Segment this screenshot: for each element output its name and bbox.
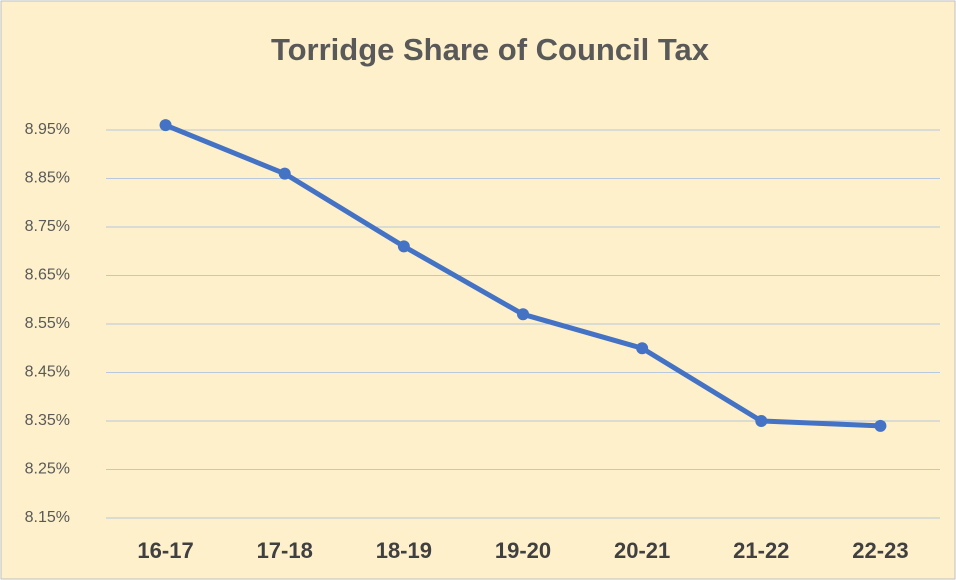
x-tick-label: 21-22 [733,538,789,563]
y-tick-label: 8.15% [25,509,70,526]
point [517,308,529,321]
chart-title: Torridge Share of Council Tax [271,32,710,67]
x-tick-label: 18-19 [376,538,432,563]
y-tick-label: 8.35% [25,412,70,429]
x-tick-label: 19-20 [495,538,551,563]
point [636,342,649,355]
x-tick-label: 20-21 [614,538,670,563]
x-tick-label: 22-23 [852,538,908,563]
x-tick-label: 16-17 [137,538,193,563]
point [278,167,291,180]
point [755,415,768,427]
y-tick-label: 8.45% [25,364,70,381]
y-tick-label: 8.85% [25,170,70,187]
y-tick-label: 8.95% [25,121,70,138]
y-tick-label: 8.65% [25,267,70,284]
y-tick-label: 8.75% [25,218,70,235]
y-tick-label: 8.55% [25,315,70,332]
point [159,119,172,132]
point [874,419,887,432]
point [397,240,410,253]
x-tick-label: 17-18 [257,538,313,563]
y-tick-label: 8.25% [25,461,70,478]
